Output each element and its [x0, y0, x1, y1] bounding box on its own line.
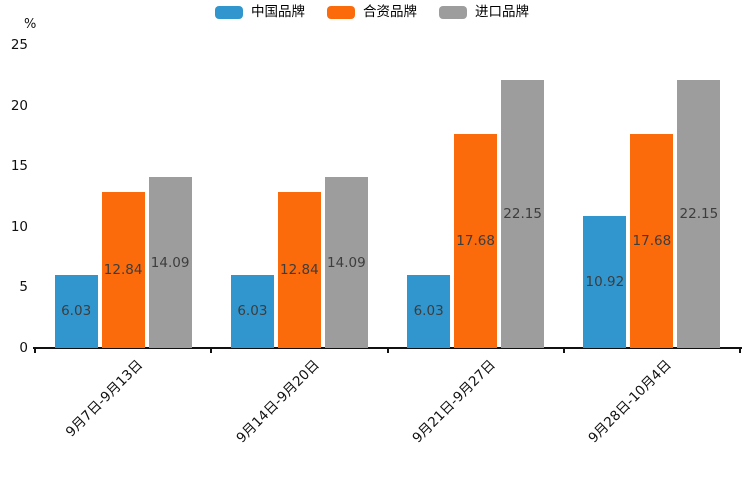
y-axis-unit-label: % — [24, 17, 37, 32]
x-axis-tick-mark — [210, 348, 213, 353]
x-axis-category-label: 9月14日-9月20日 — [233, 357, 323, 447]
bar-value-label: 10.92 — [585, 273, 625, 290]
bar-value-label: 6.03 — [237, 303, 268, 320]
legend-item-label: 合资品牌 — [363, 4, 417, 20]
x-axis-category-label: 9月28日-10月4日 — [585, 357, 676, 447]
bar-value-label: 12.84 — [103, 262, 143, 279]
y-axis-tick-label: 10 — [10, 218, 28, 235]
bar-value-label: 17.68 — [456, 232, 495, 249]
legend-swatch — [327, 6, 355, 20]
legend-swatch — [215, 6, 243, 20]
bar-value-label: 6.03 — [61, 303, 92, 320]
bar-合资品牌-9月7日-9月13日 — [101, 192, 145, 348]
x-axis-tick-mark — [562, 348, 565, 353]
bar-value-label: 22.15 — [679, 205, 719, 222]
y-axis-tick-label: 25 — [10, 37, 28, 53]
bar-进口品牌-9月21日-9月27日 — [501, 79, 545, 348]
y-axis-tick-label: 20 — [10, 97, 28, 114]
legend-swatch — [439, 6, 467, 20]
bar-合资品牌-9月28日-10月4日 — [630, 133, 674, 348]
bar-value-label: 12.84 — [280, 262, 319, 279]
x-axis-tick-mark — [34, 348, 36, 353]
legend-item: 中国品牌 — [215, 4, 305, 20]
x-axis-category-label: 9月7日-9月13日 — [63, 357, 147, 441]
bar-中国品牌-9月14日-9月20日 — [230, 274, 274, 348]
chart-legend: 中国品牌 合资品牌 进口品牌 — [0, 4, 744, 20]
bar-合资品牌-9月14日-9月20日 — [277, 192, 321, 348]
bar-中国品牌-9月7日-9月13日 — [54, 274, 98, 348]
bar-进口品牌-9月28日-10月4日 — [677, 79, 721, 348]
bar-中国品牌-9月21日-9月27日 — [407, 274, 451, 348]
bar-进口品牌-9月14日-9月20日 — [324, 177, 368, 348]
bar-进口品牌-9月7日-9月13日 — [148, 177, 192, 348]
x-axis-tick-mark — [386, 348, 389, 353]
bar-value-label: 22.15 — [503, 205, 542, 222]
x-axis-tick-mark — [739, 348, 741, 353]
legend-item-label: 进口品牌 — [475, 4, 529, 20]
bar-value-label: 17.68 — [632, 232, 672, 249]
bar-value-label: 14.09 — [150, 254, 190, 271]
legend-item: 进口品牌 — [439, 4, 529, 20]
bar-合资品牌-9月21日-9月27日 — [454, 133, 498, 348]
bar-中国品牌-9月28日-10月4日 — [583, 215, 627, 348]
legend-item: 合资品牌 — [327, 4, 417, 20]
bar-value-label: 14.09 — [327, 254, 366, 271]
y-axis-tick-label: 15 — [10, 158, 28, 175]
legend-item-label: 中国品牌 — [251, 4, 305, 20]
y-axis-tick-label: 0 — [19, 340, 28, 356]
y-axis-tick-label: 5 — [19, 279, 28, 296]
bar-value-label: 6.03 — [413, 303, 444, 320]
x-axis-category-label: 9月21日-9月27日 — [409, 357, 499, 447]
